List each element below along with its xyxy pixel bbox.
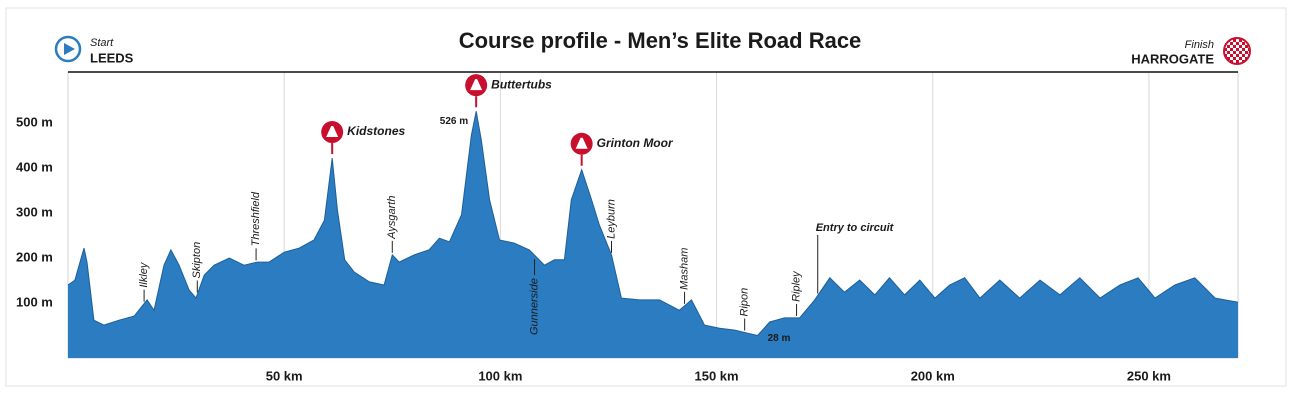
finish-name: HARROGATE bbox=[1131, 51, 1214, 66]
x-tick-label: 200 km bbox=[911, 368, 955, 383]
place-label: Ilkley bbox=[138, 261, 150, 288]
place-label: Aysgarth bbox=[386, 196, 398, 240]
finish-icon bbox=[1223, 37, 1251, 65]
profile-line bbox=[67, 111, 1239, 337]
x-tick-label: 50 km bbox=[266, 368, 303, 383]
place-label: Threshfield bbox=[250, 191, 262, 246]
x-tick-label: 250 km bbox=[1127, 368, 1171, 383]
y-tick-label: 100 m bbox=[16, 294, 53, 309]
place-label: Masham bbox=[678, 248, 690, 290]
chart-title: Course profile - Men’s Elite Road Race bbox=[459, 28, 862, 53]
y-tick-label: 400 m bbox=[16, 159, 53, 174]
area-fill bbox=[68, 111, 1238, 358]
climb-icon-mountain bbox=[326, 126, 339, 138]
elevation-label: 28 m bbox=[768, 333, 791, 344]
place-label: Entry to circuit bbox=[816, 222, 895, 234]
start-label: Start bbox=[90, 37, 114, 49]
place-label: Ripon bbox=[739, 288, 751, 317]
start-icon bbox=[54, 35, 82, 63]
place-label: Ripley bbox=[790, 270, 802, 302]
place-label: Leyburn bbox=[605, 199, 617, 239]
x-tick-label: 150 km bbox=[695, 368, 739, 383]
y-tick-label: 200 m bbox=[16, 249, 53, 264]
x-tick-label: 100 km bbox=[478, 368, 522, 383]
climb-label: Grinton Moor bbox=[597, 136, 674, 150]
climb-icon-mountain bbox=[575, 137, 588, 149]
place-label: Gunnerside bbox=[528, 278, 540, 335]
climb-label: Buttertubs bbox=[491, 77, 552, 91]
y-tick-label: 300 m bbox=[16, 204, 53, 219]
finish-label: Finish bbox=[1185, 39, 1214, 51]
y-tick-label: 500 m bbox=[16, 114, 53, 129]
elevation-label: 526 m bbox=[440, 116, 468, 127]
climb-icon-mountain bbox=[470, 79, 483, 91]
start-name: LEEDS bbox=[90, 50, 134, 65]
climb-label: Kidstones bbox=[347, 124, 405, 138]
place-label: Skipton bbox=[191, 242, 203, 279]
